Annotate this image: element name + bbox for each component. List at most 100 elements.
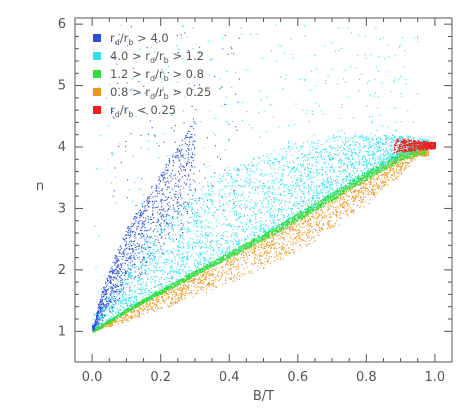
scatter-point bbox=[288, 190, 290, 192]
scatter-point bbox=[142, 273, 144, 275]
scatter-point bbox=[353, 213, 355, 215]
scatter-point bbox=[398, 136, 400, 138]
scatter-point bbox=[116, 308, 118, 310]
scatter-point bbox=[247, 250, 249, 252]
scatter-point bbox=[156, 300, 158, 302]
scatter-point bbox=[170, 241, 172, 243]
scatter-point bbox=[213, 250, 215, 252]
scatter-point bbox=[202, 235, 204, 237]
scatter-point bbox=[295, 182, 297, 184]
scatter-point bbox=[199, 268, 201, 270]
scatter-point bbox=[251, 231, 253, 233]
scatter-point bbox=[295, 169, 297, 171]
scatter-point bbox=[213, 192, 215, 194]
scatter-point bbox=[317, 140, 319, 142]
scatter-point bbox=[324, 82, 326, 84]
scatter-point bbox=[339, 187, 341, 189]
scatter-point bbox=[225, 202, 227, 204]
scatter-point bbox=[384, 154, 386, 156]
scatter-point bbox=[131, 315, 133, 317]
scatter-point bbox=[140, 292, 142, 294]
scatter-point bbox=[356, 195, 358, 197]
scatter-point bbox=[359, 135, 361, 137]
scatter-point bbox=[200, 286, 202, 288]
scatter-point bbox=[340, 107, 342, 109]
scatter-point bbox=[342, 142, 344, 144]
scatter-point bbox=[275, 242, 277, 244]
scatter-point bbox=[181, 292, 183, 294]
scatter-point bbox=[264, 247, 266, 249]
scatter-point bbox=[103, 275, 105, 277]
scatter-point bbox=[330, 181, 332, 183]
scatter-point bbox=[330, 166, 332, 168]
scatter-point bbox=[209, 211, 211, 213]
scatter-point bbox=[266, 153, 268, 155]
scatter-point bbox=[175, 250, 177, 252]
scatter-point bbox=[321, 173, 323, 175]
scatter-point bbox=[181, 219, 183, 221]
scatter-point bbox=[359, 188, 361, 190]
scatter-point bbox=[196, 234, 198, 236]
scatter-point bbox=[395, 138, 397, 140]
scatter-point bbox=[375, 162, 377, 164]
scatter-point bbox=[138, 316, 140, 318]
scatter-point bbox=[268, 104, 270, 106]
scatter-point bbox=[393, 156, 395, 158]
scatter-point bbox=[363, 162, 365, 164]
scatter-point bbox=[302, 213, 304, 215]
scatter-point bbox=[368, 154, 370, 156]
scatter-point bbox=[271, 192, 273, 194]
scatter-point bbox=[352, 166, 354, 168]
scatter-point bbox=[324, 142, 326, 144]
scatter-point bbox=[174, 301, 176, 303]
scatter-point bbox=[361, 136, 363, 138]
scatter-point bbox=[282, 156, 284, 158]
scatter-point bbox=[128, 276, 130, 278]
scatter-point bbox=[366, 165, 368, 167]
scatter-point bbox=[379, 114, 381, 116]
scatter-point bbox=[355, 161, 357, 163]
scatter-point bbox=[273, 183, 275, 185]
scatter-point bbox=[368, 137, 370, 139]
scatter-point bbox=[391, 149, 393, 151]
scatter-point bbox=[309, 152, 311, 154]
scatter-points bbox=[92, 24, 436, 333]
scatter-point bbox=[374, 78, 376, 80]
scatter-point bbox=[278, 244, 280, 246]
scatter-point bbox=[328, 223, 330, 225]
scatter-point bbox=[226, 241, 228, 243]
scatter-point bbox=[401, 95, 403, 97]
scatter-point bbox=[311, 157, 313, 159]
scatter-point bbox=[265, 251, 267, 253]
scatter-point bbox=[256, 33, 258, 35]
scatter-point bbox=[391, 153, 393, 155]
scatter-point bbox=[307, 153, 309, 155]
scatter-point bbox=[237, 242, 239, 244]
scatter-point bbox=[118, 281, 120, 283]
scatter-point bbox=[250, 192, 252, 194]
scatter-point bbox=[255, 227, 257, 229]
scatter-point bbox=[280, 148, 282, 150]
scatter-point bbox=[372, 176, 374, 178]
scatter-point bbox=[131, 293, 133, 295]
scatter-point bbox=[238, 216, 240, 218]
scatter-point bbox=[321, 144, 323, 146]
scatter-point bbox=[344, 181, 346, 183]
scatter-point bbox=[193, 285, 195, 287]
scatter-point bbox=[171, 259, 173, 261]
scatter-point bbox=[240, 186, 242, 188]
scatter-point bbox=[235, 167, 237, 169]
scatter-point bbox=[329, 177, 331, 179]
scatter-point bbox=[246, 111, 248, 113]
scatter-point bbox=[383, 168, 385, 170]
scatter-point bbox=[264, 240, 266, 242]
scatter-point bbox=[152, 252, 154, 254]
scatter-point bbox=[353, 149, 355, 151]
scatter-point bbox=[125, 318, 127, 320]
scatter-point bbox=[259, 253, 261, 255]
scatter-point bbox=[219, 205, 221, 207]
scatter-point bbox=[232, 258, 234, 260]
scatter-point bbox=[195, 266, 197, 268]
scatter-point bbox=[168, 65, 170, 67]
scatter-point bbox=[294, 188, 296, 190]
